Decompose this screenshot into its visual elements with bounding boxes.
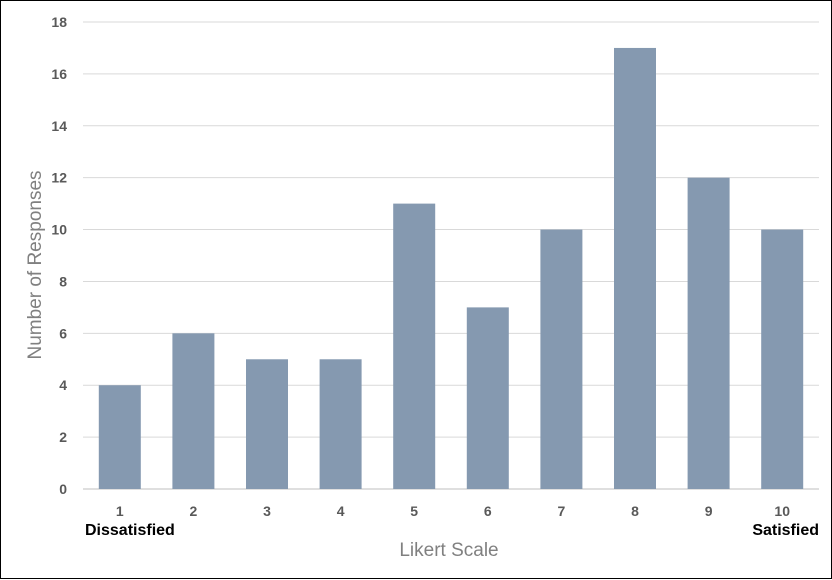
bar-3 [246,359,288,489]
bar-6 [466,307,509,489]
x-axis-title: Likert Scale [399,540,498,561]
bar-8 [614,47,656,489]
x-tick-label: 8 [631,503,639,519]
y-tick-label: 16 [51,66,67,82]
x-tick-label: 6 [484,503,492,519]
y-tick-label: 0 [59,481,67,497]
bar-7 [540,229,583,490]
y-tick-labels: 0 2 4 6 8 10 12 14 16 18 [51,14,67,497]
y-tick-label: 6 [59,325,67,341]
bar-10 [761,229,804,490]
x-tick-label: 5 [410,503,418,519]
x-tick-label: 10 [774,503,790,519]
y-tick-label: 10 [51,222,67,238]
x-tick-label: 1 [116,503,124,519]
y-tick-label: 12 [51,170,67,186]
x-tick-label: 2 [190,503,198,519]
y-tick-label: 18 [51,14,67,30]
end-label-right: Satisfied [752,522,819,539]
x-tick-label: 7 [558,503,566,519]
bar-2 [172,333,215,489]
bar-9 [687,177,730,489]
bar-4 [319,359,362,489]
y-tick-label: 8 [59,273,67,289]
bars [98,47,804,490]
end-label-left: Dissatisfied [85,522,175,539]
y-tick-label: 4 [59,377,67,393]
y-tick-label: 14 [51,118,67,134]
x-tick-label: 3 [263,503,271,519]
bar-5 [393,203,436,489]
x-tick-label: 9 [705,503,713,519]
y-tick-label: 2 [59,429,67,445]
x-tick-labels: 1 2 3 4 5 6 7 8 9 10 [116,503,790,519]
bar-1 [98,385,141,489]
y-axis-title: Number of Responses [25,170,46,359]
x-tick-label: 4 [337,503,345,519]
